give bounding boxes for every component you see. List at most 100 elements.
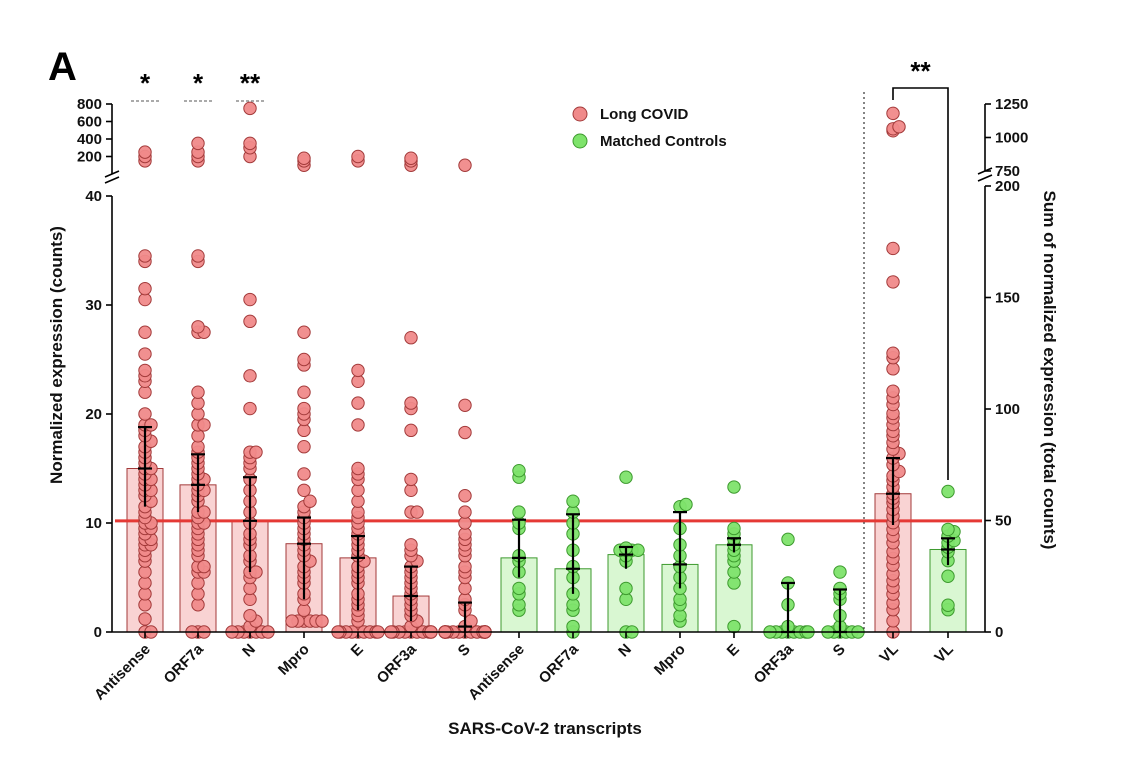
data-point [285,614,299,628]
data-point [727,521,741,536]
data-point [941,522,955,537]
data-point [941,569,955,583]
data-point [410,505,424,519]
data-point [297,483,311,497]
legend: Long COVID Matched Controls [572,106,727,150]
legend-marker-matched-controls [572,133,588,149]
x-tick-label: Mpro [275,641,313,679]
x-tick-label: E [348,641,367,660]
data-point [727,480,741,494]
significance-marker: * [140,68,151,98]
data-point [886,362,900,376]
legend-label-long-covid: Long COVID [600,106,688,123]
data-point [243,101,257,116]
x-tick-label: N [239,641,259,661]
x-tick-label: Mpro [651,641,689,679]
points-layer [138,101,961,639]
data-point [243,401,257,416]
data-point [404,151,418,165]
y-tick-label-left-upper: 400 [77,131,102,148]
left-axis-break [104,170,120,184]
data-point [512,463,526,478]
data-point [191,136,205,151]
y-tick-label-right-upper: 750 [995,163,1020,180]
y-tick-label-left-upper: 600 [77,114,102,131]
legend-marker-long-covid [572,106,588,122]
ticks-layer: 0102030402004006008000501001502007501000… [77,96,1028,641]
y-axis-title-left: Normalized expression (counts) [47,226,66,484]
y-tick-label-right: 50 [995,513,1012,530]
data-point [138,145,152,159]
data-point [458,505,472,519]
x-tick-label: Antisense [465,641,528,704]
significance-marker: * [193,68,204,98]
data-point [297,401,311,416]
y-tick-label-right: 200 [995,178,1020,195]
y-tick-label-left: 10 [85,515,102,532]
data-point [297,151,311,165]
x-tick-label: ORF7a [536,640,583,687]
data-point [619,470,633,484]
error-bars-layer [138,425,955,634]
y-tick-label-right: 0 [995,624,1003,641]
data-point [249,445,263,459]
data-point [404,472,418,487]
data-point [138,249,152,263]
legend-label-matched-controls: Matched Controls [600,133,727,150]
data-point [941,484,955,499]
data-point [404,423,418,438]
data-point [351,396,365,410]
x-tick-label: S [455,641,474,660]
data-point [351,461,365,476]
data-point [886,346,900,360]
data-point [886,275,900,289]
data-point [138,281,152,296]
data-point [243,314,257,329]
y-tick-label-left-upper: 200 [77,149,102,166]
y-tick-label-left-upper: 800 [77,96,102,113]
data-point [781,532,795,547]
x-tick-label: Antisense [91,641,154,704]
data-point [243,369,257,383]
significance-marker-bracket: ** [910,56,931,86]
data-point [351,418,365,432]
x-tick-label: ORF3a [374,640,421,687]
data-point [197,559,211,574]
data-point [297,467,311,481]
data-point [197,505,211,519]
x-tick-label: VL [931,641,957,667]
y-tick-label-left: 20 [85,406,102,423]
data-point [512,505,526,519]
data-point [138,325,152,339]
data-point [297,440,311,454]
data-point [191,385,205,399]
data-point [679,497,693,512]
x-axis-title: SARS-CoV-2 transcripts [448,719,642,738]
data-point [191,320,205,334]
data-point [458,398,472,412]
y-tick-label-left: 40 [85,188,102,205]
x-tick-label: ORF3a [751,640,798,687]
data-point [404,396,418,410]
significance-layer: * * ** ** [131,56,949,480]
data-point [303,494,317,508]
data-point [243,292,257,307]
data-point [297,325,311,339]
x-tick-label: E [724,641,743,660]
y-tick-label-right: 100 [995,401,1020,418]
data-point [191,249,205,263]
data-point [892,120,906,134]
data-point [351,149,365,164]
data-point [464,614,478,628]
data-point [458,489,472,503]
y-tick-label-right-upper: 1000 [995,130,1028,147]
data-point [458,158,472,172]
data-point [886,241,900,256]
data-point [144,418,158,432]
data-point [297,385,311,399]
y-tick-label-right-upper: 1250 [995,96,1028,113]
data-point [138,407,152,421]
data-point [566,619,580,634]
data-point [458,425,472,440]
